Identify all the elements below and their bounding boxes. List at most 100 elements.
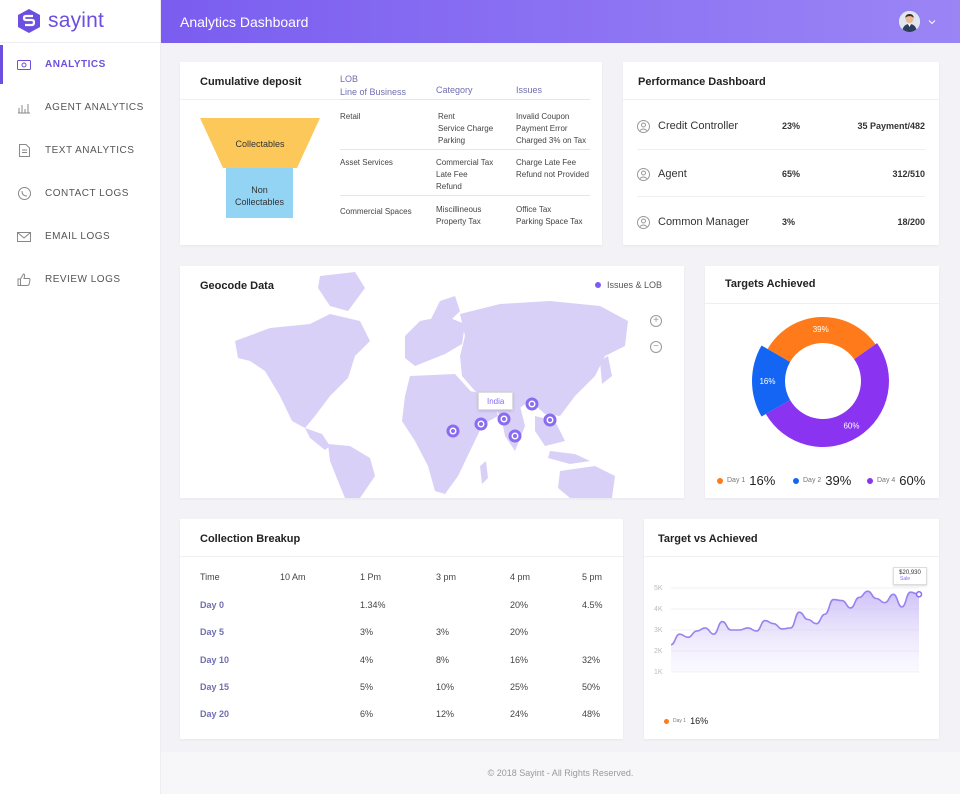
world-map[interactable]	[230, 266, 630, 498]
cumulative-deposit-card: Cumulative deposit Collectables Non Coll…	[180, 62, 602, 245]
tooltip-label: Sale	[900, 576, 911, 582]
legend-percent: 39%	[825, 473, 852, 488]
divider	[637, 196, 925, 197]
performance-row: Common Manager 3% 18/200	[637, 198, 925, 246]
table-cell: 16%	[510, 655, 529, 665]
line-chart[interactable]	[644, 519, 939, 739]
table-header: Time	[200, 572, 220, 582]
divider	[644, 556, 939, 557]
table-cell: 5%	[360, 682, 374, 692]
y-axis-label: 2K	[654, 648, 663, 655]
series-line[interactable]	[670, 590, 920, 646]
legend-dot	[793, 477, 799, 484]
sidebar-item-label: ANALYTICS	[45, 59, 106, 70]
funnel-top-segment	[200, 118, 320, 168]
mail-icon	[17, 230, 31, 244]
issue-cell: Charged 3% on Tax	[516, 136, 587, 145]
category-cell: Late Fee	[436, 170, 468, 179]
target-vs-achieved-card: Target vs Achieved 5K 4K 3K 2K 1K $20,93…	[644, 519, 939, 739]
card-title: Collection Breakup	[200, 533, 301, 545]
logo-text: sayint	[48, 9, 105, 32]
chevron-down-icon[interactable]	[928, 18, 936, 26]
divider	[180, 556, 623, 557]
legend-day: Day 1	[727, 477, 746, 484]
funnel-chart	[200, 118, 320, 218]
legend-percent: 16%	[749, 473, 776, 488]
bar-chart-icon	[17, 101, 31, 115]
issues-header: Issues	[516, 85, 543, 95]
lob-cell: Asset Services	[340, 158, 393, 167]
targets-achieved-card: Targets Achieved 39% 60% 16% Day 1 16% Day…	[705, 266, 939, 498]
category-cell: Miscillineous	[436, 205, 482, 214]
table-header: 5 pm	[582, 572, 603, 582]
performance-name: Agent	[658, 168, 687, 180]
row-label: Day 0	[200, 600, 225, 610]
tooltip-value: $20,930	[899, 570, 921, 576]
table-cell: 50%	[582, 682, 601, 692]
data-point[interactable]	[915, 591, 923, 598]
copyright-text: © 2018 Sayint - All Rights Reserved.	[487, 768, 634, 778]
avatar[interactable]	[899, 11, 920, 32]
legend-item: Day 4 60%	[867, 473, 925, 488]
geocode-map-card: Geocode Data Issues & LOB + −	[180, 266, 684, 498]
lob-cell: Retail	[340, 112, 361, 121]
table-cell: 3%	[360, 627, 374, 637]
document-icon	[17, 144, 31, 158]
legend-item: Day 2 39%	[793, 473, 851, 488]
funnel-bottom-label-1: Non	[251, 185, 268, 195]
table-cell: 20%	[510, 627, 529, 637]
donut-slice[interactable]	[752, 345, 791, 417]
performance-value: 312/510	[892, 169, 925, 179]
user-avatar-icon	[899, 11, 920, 32]
sidebar-item-email-logs[interactable]: EMAIL LOGS	[0, 215, 160, 258]
table-header: 3 pm	[436, 572, 457, 582]
table-header: 1 Pm	[360, 572, 382, 582]
donut-slice[interactable]	[767, 317, 876, 362]
issue-cell: Office Tax	[516, 205, 552, 214]
donut-slice-label: 39%	[813, 325, 829, 334]
performance-dashboard-card: Performance Dashboard Credit Controller …	[623, 62, 939, 245]
sidebar-item-analytics[interactable]: ANALYTICS	[0, 43, 160, 86]
sidebar-item-contact-logs[interactable]: CONTACT LOGS	[0, 172, 160, 215]
y-axis-label: 4K	[654, 606, 663, 613]
map-legend: Issues & LOB	[594, 280, 662, 290]
page-title: Analytics Dashboard	[180, 13, 309, 30]
lob-header-sub: Line of Business	[340, 87, 407, 97]
row-label: Day 15	[200, 682, 230, 692]
legend-day: Day 4	[877, 477, 896, 484]
category-cell: Property Tax	[436, 217, 481, 226]
issue-cell: Invalid Coupon	[516, 112, 570, 121]
issue-cell: Charge Late Fee	[516, 158, 577, 167]
category-header: Category	[436, 85, 473, 95]
map-markers[interactable]	[446, 397, 557, 443]
legend-dot	[867, 477, 873, 484]
user-icon	[637, 215, 650, 229]
table-cell: 4.5%	[582, 600, 603, 610]
divider	[637, 149, 925, 150]
sidebar-item-label: REVIEW LOGS	[45, 274, 121, 285]
sidebar-item-agent-analytics[interactable]: AGENT ANALYTICS	[0, 86, 160, 129]
sidebar: sayint ANALYTICS AGENT ANALYTICS TEXT AN…	[0, 0, 161, 794]
sidebar-item-review-logs[interactable]: REVIEW LOGS	[0, 258, 160, 301]
zoom-in-button[interactable]: +	[650, 315, 662, 327]
zoom-out-button[interactable]: −	[650, 341, 662, 353]
y-axis-label: 1K	[654, 669, 663, 676]
legend-percent: 60%	[899, 473, 926, 488]
user-icon	[637, 167, 650, 181]
logo[interactable]: sayint	[0, 0, 160, 43]
footer: © 2018 Sayint - All Rights Reserved.	[161, 752, 960, 794]
legend-item: Day 1 16%	[664, 716, 708, 726]
performance-percent: 3%	[782, 217, 796, 227]
sidebar-item-text-analytics[interactable]: TEXT ANALYTICS	[0, 129, 160, 172]
category-cell: Refund	[436, 182, 462, 191]
legend-dot	[664, 718, 669, 724]
divider	[623, 99, 939, 100]
table-header: 4 pm	[510, 572, 531, 582]
legend-day: Day 2	[803, 477, 822, 484]
donut-slice[interactable]	[765, 343, 889, 447]
legend-percent: 16%	[690, 716, 709, 726]
table-header: 10 Am	[280, 572, 306, 582]
table-cell: 32%	[582, 655, 601, 665]
performance-row: Agent 65% 312/510	[637, 150, 925, 198]
performance-percent: 23%	[782, 121, 801, 131]
